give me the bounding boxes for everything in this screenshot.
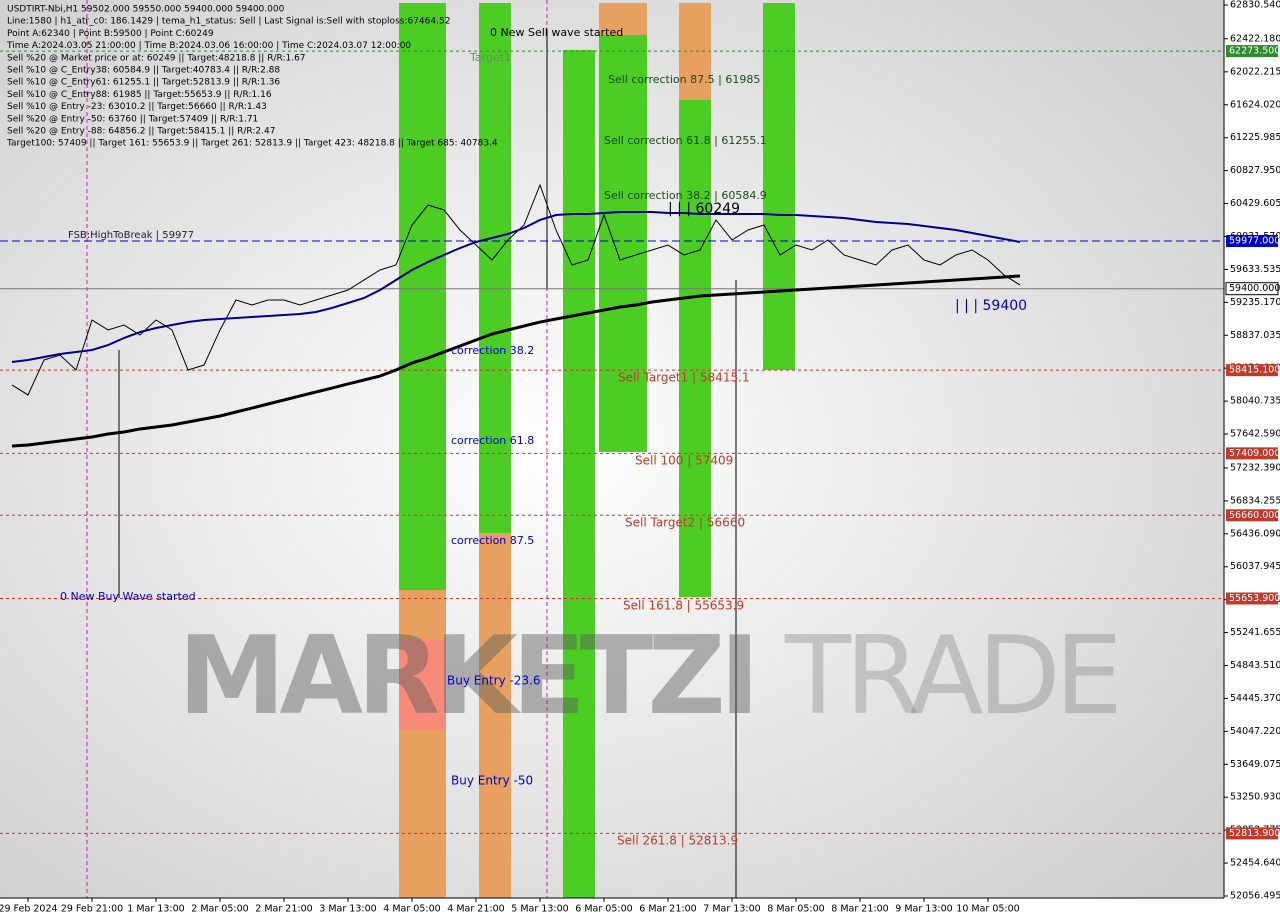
info-line: Sell %10 @ C_Entry38: 60584.9 || Target:… (7, 66, 280, 76)
y-tick-label: 58040.735 (1230, 396, 1280, 407)
annotation: Buy Entry -23.6 (447, 674, 541, 688)
y-tick-label: 54047.220 (1230, 726, 1280, 737)
x-tick-label: 29 Feb 21:00 (61, 904, 123, 915)
annotation: Sell correction 61.8 | 61255.1 (604, 134, 767, 147)
x-tick-label: 29 Feb 2024 (0, 904, 58, 915)
series-line (11, 274, 1021, 448)
watermark-left: MARKETZI (178, 614, 754, 739)
level-tag (1226, 45, 1278, 58)
watermark-right: TRADE (784, 614, 1117, 739)
x-tick-label: 4 Mar 21:00 (447, 904, 504, 915)
y-tick-label: 54445.370 (1230, 693, 1280, 704)
annotation: correction 38.2 (451, 344, 534, 357)
x-tick-label: 8 Mar 05:00 (767, 904, 824, 915)
x-tick-label: 5 Mar 13:00 (511, 904, 568, 915)
level-label: 58415.100 (1229, 365, 1280, 376)
y-tick-label: 62022.215 (1230, 66, 1280, 77)
y-tick-label: 62422.180 (1230, 33, 1280, 44)
info-line: Point A:62340 | Point B:59500 | Point C:… (7, 29, 214, 39)
level-tag (1226, 509, 1278, 522)
y-tick-label: 53250.930 (1230, 792, 1280, 803)
y-tick-label: 59235.170 (1230, 297, 1280, 308)
annotation: Sell 100 | 57409 (635, 454, 733, 468)
x-tick-label: 8 Mar 21:00 (831, 904, 888, 915)
y-tick-label: 54843.510 (1230, 660, 1280, 671)
level-label: 56660.000 (1229, 510, 1280, 521)
info-line: Sell %10 @ Entry -23: 63010.2 || Target:… (7, 102, 267, 112)
annotation: 0 New Buy Wave started (60, 590, 196, 603)
info-line: Line:1580 | h1_atr_c0: 186.1429 | tema_h… (7, 17, 450, 27)
watermark: MARKETZI TRADE (178, 614, 1123, 739)
y-tick-label: 57232.390 (1230, 462, 1280, 473)
series-line (11, 183, 1021, 396)
x-tick-label: 2 Mar 05:00 (191, 904, 248, 915)
info-line: Sell %20 @ Entry -88: 64856.2 || Target:… (7, 127, 275, 137)
info-line: Sell %20 @ Entry -50: 63760 || Target:57… (7, 114, 258, 124)
x-tick-label: 1 Mar 13:00 (127, 904, 184, 915)
level-tag (1225, 282, 1279, 296)
y-tick-label: 56037.945 (1230, 561, 1280, 572)
annotation: correction 87.5 (451, 534, 534, 547)
info-line: Sell %20 @ Market price or at: 60249 || … (7, 53, 306, 63)
y-tick-label: 61624.020 (1230, 99, 1280, 110)
level-tag (1226, 234, 1278, 247)
x-tick-label: 4 Mar 05:00 (383, 904, 440, 915)
info-line: Target100: 57409 || Target 161: 55653.9 … (6, 139, 498, 149)
level-label: 62273.500 (1229, 46, 1280, 57)
info-line: Sell %10 @ C_Entry61: 61255.1 || Target:… (7, 78, 280, 88)
x-tick-label: 6 Mar 05:00 (575, 904, 632, 915)
annotation: Sell correction 38.2 | 60584.9 (604, 189, 767, 202)
level-label: 55653.900 (1229, 593, 1280, 604)
x-tick-label: 6 Mar 21:00 (639, 904, 696, 915)
y-tick-label: 56834.255 (1230, 495, 1280, 506)
annotation: Buy Entry -50 (451, 774, 533, 788)
level-label: 57409.000 (1229, 448, 1280, 459)
annotation: Sell correction 87.5 | 61985 (608, 73, 760, 86)
y-tick-label: 55241.655 (1230, 627, 1280, 638)
annotation: correction 61.8 (451, 434, 534, 447)
level-tag (1226, 827, 1278, 840)
y-tick-label: 52454.640 (1230, 858, 1280, 869)
zones (399, 3, 795, 898)
y-tick-label: 59633.535 (1230, 264, 1280, 275)
series-line (11, 211, 1021, 363)
y-tick-label: 53649.075 (1230, 759, 1280, 770)
info-line: USDTIRT-Nbi,H1 59502.000 59550.000 59400… (7, 5, 285, 15)
level-tag (1226, 447, 1278, 460)
info-line: Time A:2024.03.05 21:00:00 | Time B:2024… (6, 41, 411, 51)
annotation: FSB:HighToBreak | 59977 (68, 230, 194, 241)
annotation: Sell 261.8 | 52813.9 (617, 834, 738, 848)
y-tick-label: 61225.985 (1230, 132, 1280, 143)
y-tick-label: 56436.090 (1230, 528, 1280, 539)
x-tick-label: 2 Mar 21:00 (255, 904, 312, 915)
info-line: Sell %10 @ C_Entry88: 61985 || Target:55… (7, 90, 272, 100)
x-tick-label: 10 Mar 05:00 (956, 904, 1019, 915)
annotation: | | | 59400 (955, 298, 1027, 314)
level-tag (1226, 364, 1278, 377)
annotation: Sell Target1 | 58415.1 (618, 371, 750, 385)
y-tick-label: 60429.605 (1230, 198, 1280, 209)
x-tick-label: 7 Mar 13:00 (703, 904, 760, 915)
level-label: 52813.900 (1229, 828, 1280, 839)
annotation: | | | 60249 (668, 201, 740, 217)
level-label: 59977.000 (1229, 235, 1280, 246)
level-tag (1226, 592, 1278, 605)
annotation: Sell 161.8 | 55653.9 (623, 599, 744, 613)
annotation: 0 New Sell wave started (490, 26, 623, 39)
y-tick-label: 52056.495 (1230, 891, 1280, 902)
y-tick-label: 62830.540 (1230, 0, 1280, 11)
y-tick-label: 58837.035 (1230, 330, 1280, 341)
y-tick-label: 57642.590 (1230, 429, 1280, 440)
level-label: 59400.000 (1229, 283, 1280, 294)
x-tick-label: 3 Mar 13:00 (319, 904, 376, 915)
annotation: Target1 (469, 51, 511, 64)
y-tick-label: 60827.950 (1230, 165, 1280, 176)
annotation: Sell Target2 | 56660 (625, 516, 745, 530)
markers (86, 0, 737, 898)
x-tick-label: 9 Mar 13:00 (895, 904, 952, 915)
